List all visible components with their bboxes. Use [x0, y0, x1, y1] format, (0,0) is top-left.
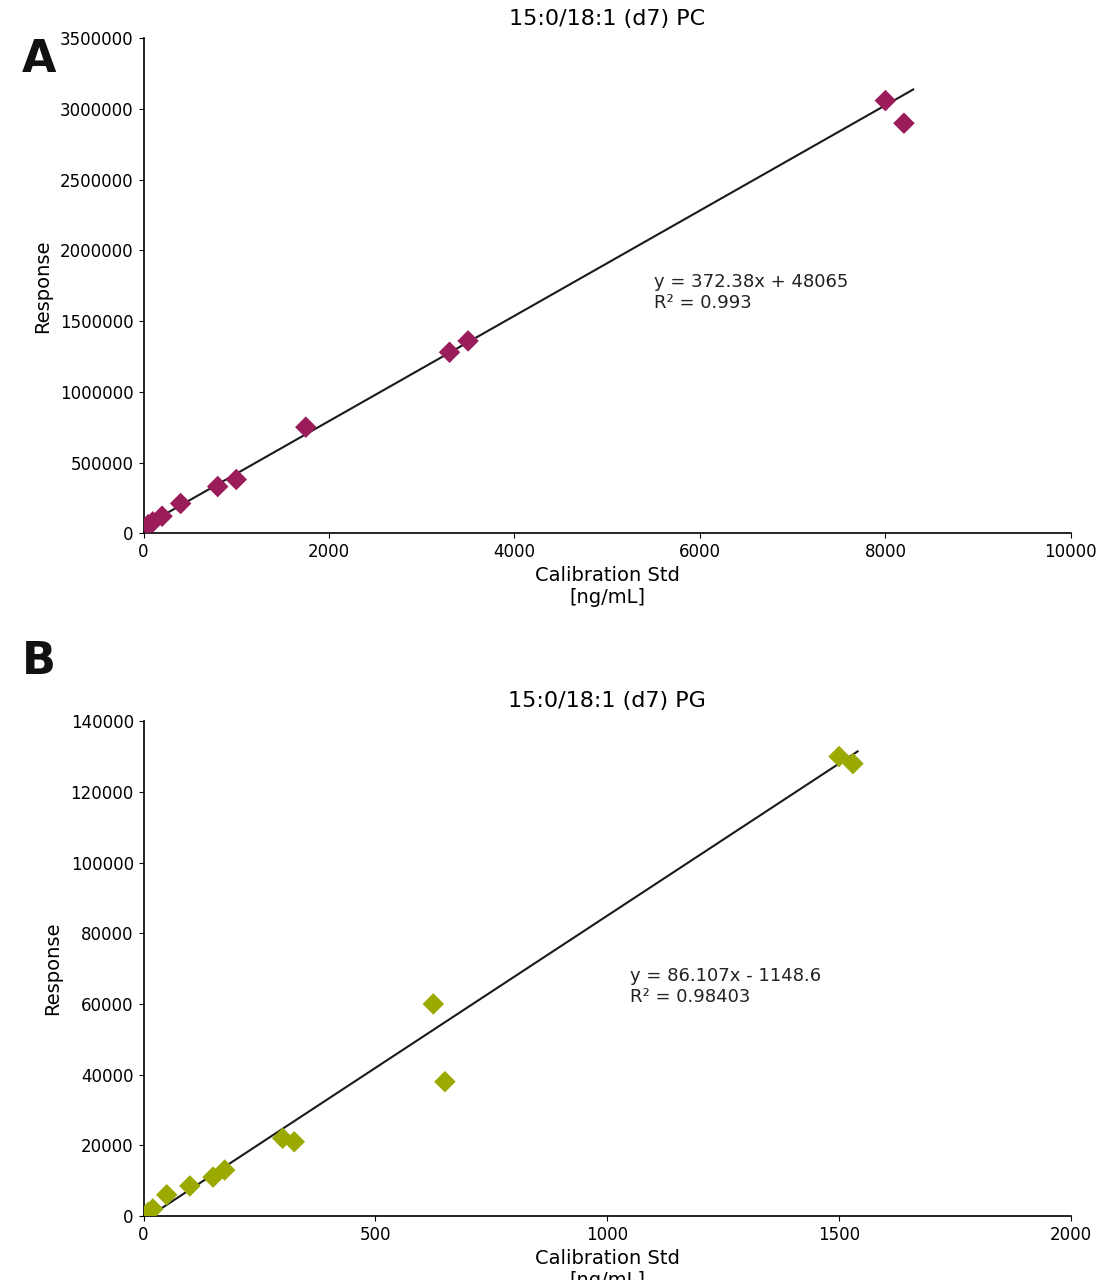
Point	[425, 993, 443, 1014]
Title: 15:0/18:1 (d7) PG: 15:0/18:1 (d7) PG	[508, 691, 707, 712]
Point	[440, 342, 458, 362]
Point	[153, 506, 171, 526]
Point	[215, 1160, 234, 1180]
Point	[459, 330, 477, 351]
Point	[209, 476, 226, 497]
Point	[204, 1167, 222, 1188]
Point	[139, 515, 157, 535]
Point	[158, 1184, 176, 1204]
Title: 15:0/18:1 (d7) PC: 15:0/18:1 (d7) PC	[509, 9, 705, 28]
Text: y = 372.38x + 48065
R² = 0.993: y = 372.38x + 48065 R² = 0.993	[654, 274, 848, 312]
X-axis label: Calibration Std
[ng/mL]: Calibration Std [ng/mL]	[534, 1249, 680, 1280]
Text: y = 86.107x - 1148.6
R² = 0.98403: y = 86.107x - 1148.6 R² = 0.98403	[630, 966, 821, 1006]
Point	[139, 1202, 157, 1222]
Point	[895, 113, 913, 133]
Point	[297, 417, 315, 438]
Y-axis label: Response: Response	[43, 922, 62, 1015]
Point	[227, 470, 245, 490]
Point	[830, 746, 848, 767]
Point	[181, 1176, 199, 1197]
Point	[172, 493, 190, 513]
Point	[877, 91, 894, 111]
Text: A: A	[22, 38, 56, 82]
Point	[845, 754, 862, 774]
Point	[285, 1132, 302, 1152]
Y-axis label: Response: Response	[33, 239, 52, 333]
Point	[436, 1071, 454, 1092]
Text: B: B	[22, 640, 56, 684]
X-axis label: Calibration Std
[ng/mL]: Calibration Std [ng/mL]	[534, 567, 680, 608]
Point	[274, 1128, 291, 1148]
Point	[144, 512, 161, 532]
Point	[144, 1198, 161, 1219]
